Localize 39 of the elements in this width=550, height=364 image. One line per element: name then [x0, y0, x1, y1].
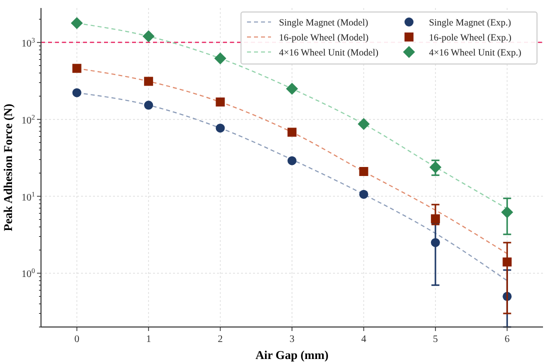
legend-label: 4×16 Wheel Unit (Model) [279, 48, 378, 58]
point [144, 76, 154, 86]
y-axis-title: Peak Adhesion Force (N) [1, 104, 15, 232]
x-tick-label: 2 [218, 334, 223, 345]
y-tick-label: 10$^{3}$ [22, 36, 36, 50]
x-tick-label: 6 [504, 334, 510, 345]
x-tick-label: 5 [432, 334, 438, 345]
point [358, 118, 370, 130]
point [359, 166, 368, 176]
point [430, 214, 440, 224]
x-tick-label: 3 [290, 334, 294, 345]
legend-label: Single Magnet (Exp.) [429, 18, 512, 28]
y-tick-label: 10$^{1}$ [22, 190, 36, 204]
x-axis-title: Air Gap (mm) [255, 348, 329, 362]
point [216, 124, 225, 133]
point [70, 17, 83, 30]
legend-label: Single Magnet (Model) [279, 18, 368, 28]
point [430, 238, 440, 248]
x-tick-label: 0 [74, 334, 80, 345]
legend-label: 4×16 Wheel Unit (Exp.) [429, 48, 522, 58]
y-tick-label: 10$^{0}$ [22, 267, 36, 280]
point [288, 128, 296, 137]
y-tick-label: 10$^{2}$ [22, 113, 36, 126]
legend-label: 16-pole Wheel (Model) [279, 34, 369, 44]
point [72, 64, 82, 73]
x-tick-label: 4 [361, 334, 366, 345]
legend-label: 16-pole Wheel (Exp.) [429, 34, 512, 44]
point [72, 88, 82, 98]
point [142, 30, 155, 42]
point [359, 190, 368, 199]
point [502, 257, 512, 266]
point [214, 52, 226, 64]
point [216, 98, 225, 107]
point [429, 161, 442, 174]
x-tick-label: 1 [146, 334, 152, 345]
point [288, 156, 296, 166]
point [286, 82, 298, 95]
point [144, 100, 154, 110]
point [501, 206, 514, 218]
